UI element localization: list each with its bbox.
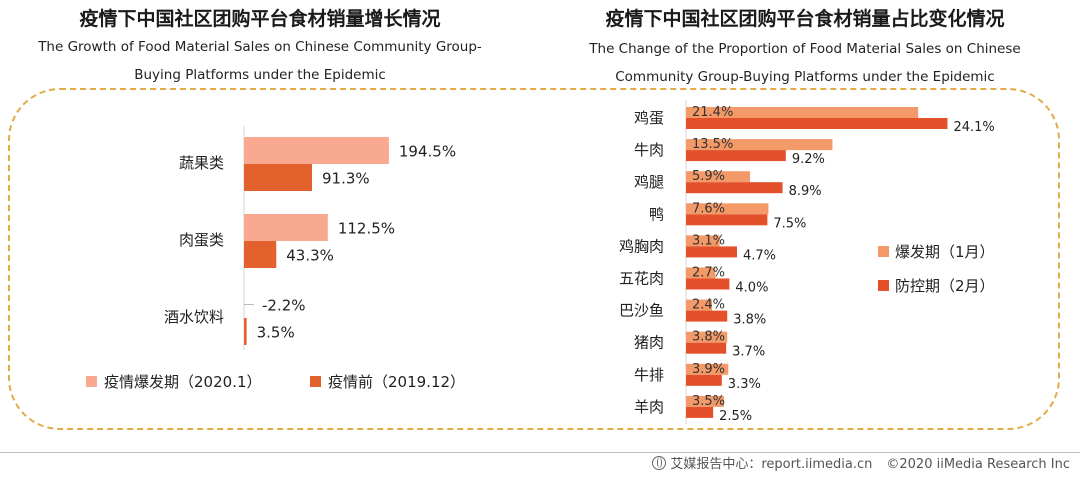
right-bar xyxy=(686,246,737,258)
right-chart-subtitle-line1: The Change of the Proportion of Food Mat… xyxy=(589,41,1021,57)
left-data-label: 112.5% xyxy=(338,220,395,238)
right-data-label: 2.4% xyxy=(692,298,725,313)
footer: 艾媒报告中心：report.iimedia.cn ©2020 iiMedia Re… xyxy=(652,454,1070,476)
right-data-label: 3.8% xyxy=(733,313,766,328)
left-data-label: 3.5% xyxy=(257,324,295,342)
right-bar xyxy=(686,182,783,194)
right-bar xyxy=(686,395,724,407)
right-category-label: 五花肉 xyxy=(619,270,664,288)
right-category-label: 鸡胸肉 xyxy=(619,237,664,255)
right-bar xyxy=(686,214,768,226)
right-data-label: 4.7% xyxy=(743,248,776,263)
right-data-label: 13.5% xyxy=(692,137,733,152)
left-chart-subtitle-line2: Buying Platforms under the Epidemic xyxy=(134,67,386,83)
right-legend-swatch xyxy=(878,280,889,291)
left-bar xyxy=(244,214,328,241)
right-data-label: 21.4% xyxy=(692,105,733,120)
right-category-label: 猪肉 xyxy=(634,334,664,352)
right-bar xyxy=(686,171,751,183)
right-chart-subtitle-line2: Community Group-Buying Platforms under t… xyxy=(615,69,995,85)
right-category-label: 羊肉 xyxy=(634,398,664,416)
right-category-label: 鸡腿 xyxy=(634,173,664,191)
right-bar xyxy=(686,363,729,375)
left-bar xyxy=(244,241,277,268)
right-data-label: 3.7% xyxy=(732,345,765,360)
left-bar xyxy=(244,318,247,345)
right-data-label: 3.1% xyxy=(692,233,725,248)
right-category-label: 牛肉 xyxy=(634,141,664,159)
left-category-label: 蔬果类 xyxy=(179,154,224,172)
charts-canvas: 蔬果类 194.5% 91.3% 肉蛋类 112.5%43.3% 酒水饮料 -2.2% 3.5… xyxy=(86,100,995,424)
globe-icon xyxy=(652,456,667,470)
right-bar xyxy=(686,150,786,162)
right-bar xyxy=(686,235,720,247)
left-bar xyxy=(244,137,389,164)
footer-source: 艾媒报告中心：report.iimedia.cn xyxy=(670,457,873,472)
left-legend-swatch xyxy=(310,376,321,387)
left-category-label: 酒水饮料 xyxy=(164,308,224,326)
right-category-label: 鸭 xyxy=(649,205,664,223)
right-data-label: 5.9% xyxy=(692,169,725,184)
right-bar xyxy=(686,139,833,151)
left-chart-title: 疫情下中国社区团购平台食材销量增长情况 xyxy=(79,8,441,30)
right-legend-label: 防控期（2月） xyxy=(895,277,995,295)
right-category-label: 鸡蛋 xyxy=(634,109,664,127)
left-category-label: 肉蛋类 xyxy=(179,231,224,249)
right-data-label: 8.9% xyxy=(789,184,822,199)
right-bar xyxy=(686,203,769,215)
left-bar xyxy=(244,164,313,191)
left-legend-swatch xyxy=(86,376,97,387)
right-chart-title: 疫情下中国社区团购平台食材销量占比变化情况 xyxy=(605,8,1005,30)
right-bar xyxy=(686,107,919,118)
right-legend-label: 爆发期（1月） xyxy=(895,243,995,261)
right-legend-swatch xyxy=(878,246,889,257)
right-data-label: 3.8% xyxy=(692,330,725,345)
left-data-label: 91.3% xyxy=(322,170,370,188)
right-bar xyxy=(686,278,730,290)
left-legend-label: 疫情前（2019.12） xyxy=(328,373,465,391)
right-data-label: 3.3% xyxy=(728,377,761,392)
right-category-label: 牛排 xyxy=(634,366,664,384)
right-data-label: 2.5% xyxy=(719,409,752,424)
chart-frame xyxy=(8,88,1060,430)
right-data-label: 3.9% xyxy=(692,362,725,377)
right-bar xyxy=(686,267,716,279)
right-bar xyxy=(686,310,728,322)
left-chart-subtitle-line1: The Growth of Food Material Sales on Chi… xyxy=(38,39,482,55)
right-data-label: 7.5% xyxy=(773,216,806,231)
right-bar xyxy=(686,406,714,418)
right-category-label: 巴沙鱼 xyxy=(619,302,664,320)
right-data-label: 3.5% xyxy=(692,394,725,409)
right-bar xyxy=(686,299,713,311)
left-data-label: 43.3% xyxy=(286,247,334,265)
left-data-label: 194.5% xyxy=(399,143,456,161)
right-bar xyxy=(686,374,722,386)
right-bar xyxy=(686,118,948,129)
right-bar xyxy=(686,331,728,343)
right-bar xyxy=(686,342,727,354)
footer-divider xyxy=(0,452,1080,453)
right-data-label: 7.6% xyxy=(692,201,725,216)
left-data-label: -2.2% xyxy=(262,297,306,315)
right-data-label: 24.1% xyxy=(953,120,994,135)
right-data-label: 4.0% xyxy=(735,281,768,296)
left-legend-label: 疫情爆发期（2020.1） xyxy=(104,373,262,391)
footer-copyright: ©2020 iiMedia Research Inc xyxy=(886,457,1070,472)
right-data-label: 9.2% xyxy=(792,152,825,167)
right-data-label: 2.7% xyxy=(692,266,725,281)
